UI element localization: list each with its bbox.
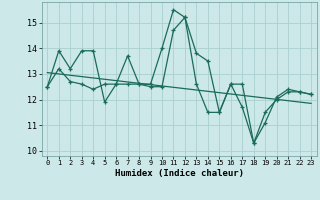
X-axis label: Humidex (Indice chaleur): Humidex (Indice chaleur) [115, 169, 244, 178]
